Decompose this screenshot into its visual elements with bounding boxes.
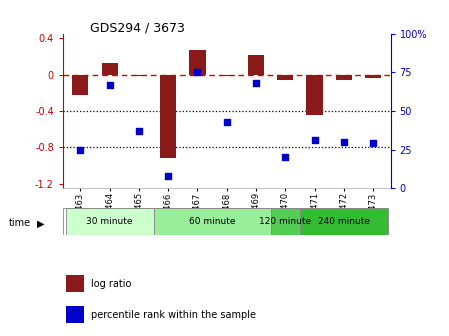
Bar (271, 208, 300, 235)
Bar (131, 75, 147, 76)
Text: 240 minute: 240 minute (318, 217, 370, 226)
Bar (307, 75, 322, 116)
Text: 120 minute: 120 minute (259, 217, 311, 226)
Point (311, 137, 318, 143)
Text: time: time (9, 218, 31, 228)
Text: 30 minute: 30 minute (87, 217, 133, 226)
Text: GDS294 / 3673: GDS294 / 3673 (90, 22, 185, 35)
Bar (365, 75, 381, 78)
Point (165, 173, 172, 178)
Text: percentile rank within the sample: percentile rank within the sample (91, 309, 256, 320)
Point (223, 119, 230, 124)
Point (282, 155, 289, 160)
Bar (154, 208, 271, 235)
Point (194, 70, 201, 75)
Point (370, 141, 377, 146)
Bar (66, 306, 84, 323)
Bar (336, 75, 352, 80)
Bar (219, 75, 235, 76)
Point (135, 128, 142, 134)
Bar (277, 75, 293, 80)
Point (106, 82, 113, 87)
Bar (300, 208, 387, 235)
Point (252, 80, 260, 86)
Point (340, 139, 348, 144)
Bar (189, 50, 206, 75)
Bar (101, 63, 118, 75)
Text: log ratio: log ratio (91, 279, 131, 289)
Point (77, 147, 84, 152)
Bar (66, 276, 84, 292)
Bar (248, 54, 264, 75)
Bar (72, 75, 88, 94)
Text: 60 minute: 60 minute (189, 217, 235, 226)
Bar (160, 75, 176, 158)
Text: ▶: ▶ (37, 218, 44, 228)
Bar (66, 208, 154, 235)
